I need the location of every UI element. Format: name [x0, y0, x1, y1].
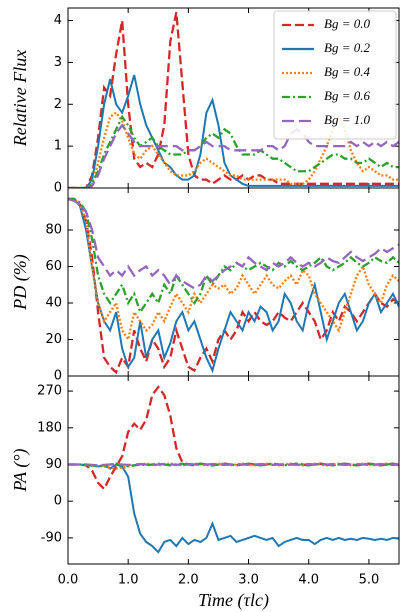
x-tick-label: 2.0	[178, 573, 199, 588]
y-tick-label: 20	[45, 332, 62, 347]
series-group	[68, 197, 399, 375]
series-line	[68, 197, 399, 290]
legend-box	[273, 10, 397, 140]
y-axis-label: PD (%)	[10, 254, 31, 310]
x-tick-label: 0.0	[58, 573, 79, 588]
series-line	[68, 11, 399, 188]
y-tick-label: 80	[45, 222, 62, 237]
y-tick-label: 180	[37, 420, 62, 435]
legend-label: Bg = 0.6	[324, 88, 370, 103]
series-line	[68, 123, 399, 188]
x-tick-label: 3.0	[238, 573, 259, 588]
series-line	[68, 463, 399, 554]
y-tick-label: 0	[54, 181, 62, 196]
series-line	[68, 114, 399, 188]
x-tick-label: 1.0	[118, 573, 139, 588]
y-axis-label: PA (°)	[10, 448, 31, 492]
y-tick-label: 270	[37, 384, 62, 399]
x-axis-label: Time (τlc)	[198, 590, 269, 611]
series-group	[68, 385, 399, 554]
y-tick-label: -90	[41, 530, 62, 545]
panel-frame	[67, 375, 400, 565]
legend-label: Bg = 1.0	[324, 112, 370, 127]
series-line	[68, 74, 399, 188]
series-line	[68, 197, 399, 375]
series-line	[68, 197, 399, 343]
legend-label: Bg = 0.0	[324, 16, 370, 31]
y-tick-label: 90	[45, 457, 62, 472]
series-line	[68, 462, 399, 467]
y-tick-label: 0	[54, 369, 62, 384]
series-line	[68, 385, 399, 491]
y-axis-label: Relative Flux	[10, 50, 30, 147]
panel-frame	[67, 187, 400, 377]
y-tick-label: 40	[45, 295, 62, 310]
y-tick-label: 60	[45, 259, 62, 274]
x-tick-label: 5.0	[359, 573, 380, 588]
series-line	[68, 197, 399, 315]
series-line	[68, 197, 399, 374]
legend-label: Bg = 0.4	[324, 64, 370, 79]
y-tick-label: 1	[54, 139, 62, 154]
y-tick-label: 0	[54, 494, 62, 509]
y-tick-label: 4	[54, 13, 62, 28]
y-tick-label: 3	[54, 55, 62, 70]
y-tick-label: 2	[54, 97, 62, 112]
legend-label: Bg = 0.2	[324, 40, 370, 55]
x-tick-label: 4.0	[298, 573, 319, 588]
